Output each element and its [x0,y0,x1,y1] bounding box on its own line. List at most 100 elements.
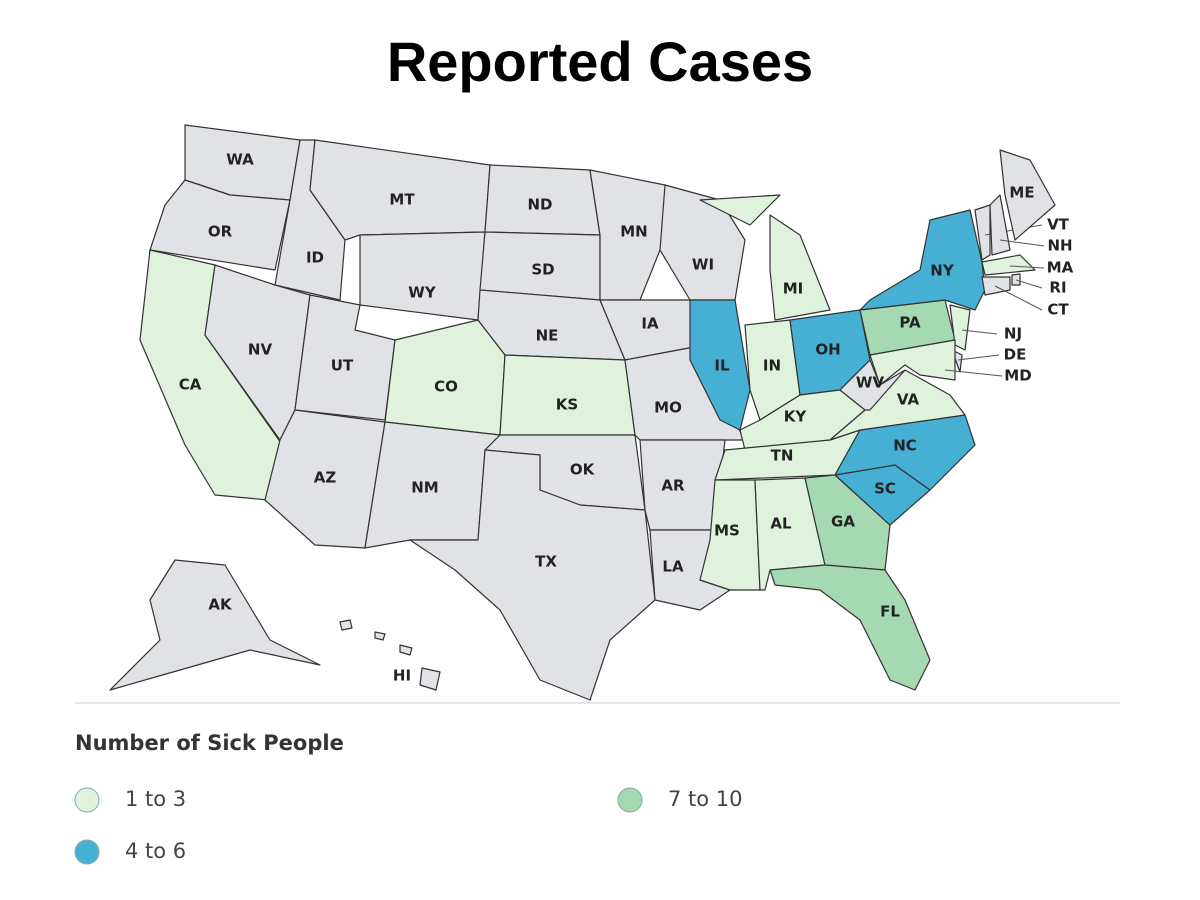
state-shape [359,231,486,321]
state-label: ND [527,196,552,214]
state-label: GA [831,513,855,531]
state-label: TX [535,553,557,571]
state-label: MS [714,522,740,540]
state-label: MO [654,399,682,417]
state-shape [769,564,931,691]
state-label: AK [208,596,233,614]
state-label: NC [893,437,917,455]
state-label: NY [930,262,955,280]
state-label: KS [556,396,578,414]
state-label: MA [1047,259,1074,277]
state-label: IN [763,357,781,375]
state-label: AZ [314,469,337,487]
state [359,231,486,321]
state [1011,273,1021,286]
legend-swatch [617,787,643,813]
state-shape [804,474,891,571]
state-shape [149,179,291,271]
leader-line [961,329,998,335]
state-label: WI [692,256,714,274]
state-shape [419,667,441,691]
state-shape [374,631,386,641]
state-shape [981,254,1036,276]
state-shape [409,449,656,701]
state-label: TN [771,447,794,465]
legend-title: Number of Sick People [75,731,344,755]
state-shape [999,149,1056,241]
state-shape [839,359,906,411]
legend: 1 to 3 4 to 6 7 to 10 [74,787,743,865]
legend-swatch [74,839,100,865]
state-label: DE [1004,346,1027,364]
state-label: NM [411,479,438,497]
leader-line [1015,279,1043,289]
state-shape [989,194,1011,256]
title: Reported Cases [387,30,813,93]
state-label: SC [874,480,896,498]
state-label: ME [1009,184,1034,202]
states: WA OR CA ID NV MT WY UT CO AZ NM ND SD NE KS OK TX MN IA MO… [109,124,1074,701]
state-label: WA [226,151,254,169]
state-shape [859,209,986,311]
state-shape [949,304,971,351]
state-shape [109,559,321,691]
state-label: NE [536,327,559,345]
state [989,194,1011,256]
state-label: LA [662,558,684,576]
state-label: WY [408,284,437,302]
state-label: MT [389,191,415,209]
state-label: AL [770,515,792,533]
state-label: IL [714,357,730,375]
state [859,209,986,311]
state-label: FL [880,603,900,621]
state [339,619,441,691]
state [109,559,321,691]
state-label: NJ [1004,325,1022,343]
legend-swatch [74,787,100,813]
leader-line [994,285,1043,311]
state-shape [974,204,991,261]
state-label: VT [1047,216,1070,234]
state [949,304,971,351]
state-label: MI [783,280,804,298]
state [804,474,891,571]
state-label: AR [661,477,685,495]
state-shape [1011,273,1021,286]
state [869,339,956,386]
leader-line [1009,265,1045,269]
state [409,449,656,701]
state [999,149,1056,241]
leader-line [999,239,1045,247]
state [839,359,906,411]
state-label: KY [784,408,808,426]
leader-line [957,354,1000,361]
state-label: ID [306,249,324,267]
state-label: MD [1004,367,1031,385]
legend-label: 4 to 6 [125,839,186,863]
state-label: HI [393,667,411,685]
state-shape [869,339,956,386]
state-label: RI [1049,279,1066,297]
state [769,564,931,691]
state-label: MN [620,223,647,241]
state-label: NV [248,341,273,359]
state-label: VA [897,391,920,409]
state-label: WV [856,374,885,392]
state-label: NH [1047,237,1072,255]
state-shape [699,194,781,226]
state [981,254,1036,276]
state-label: CO [434,378,458,396]
state-label: CA [179,376,202,394]
leader-line [944,369,1003,377]
state-label: CT [1047,301,1069,319]
state-label: OK [570,461,596,479]
state-label: IA [641,315,659,333]
legend-label: 1 to 3 [125,787,186,811]
state-label: SD [531,261,554,279]
state-label: UT [331,357,354,375]
state [699,194,831,321]
state-shape [769,214,831,321]
state-label: OR [208,223,233,241]
